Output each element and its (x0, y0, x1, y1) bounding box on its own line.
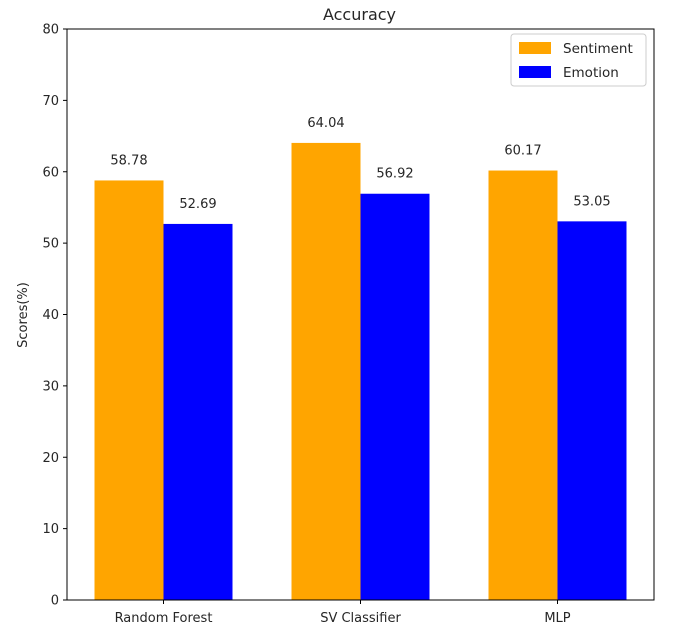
y-tick-label: 0 (51, 594, 59, 609)
legend-swatch-sentiment (519, 42, 551, 54)
y-tick-label: 40 (42, 308, 59, 323)
bar-sentiment-3 (488, 170, 558, 600)
bar-emotion-2 (360, 193, 430, 600)
data-label-emotion-1: 52.69 (179, 197, 216, 212)
bar-emotion-3 (557, 221, 627, 600)
chart-title: Accuracy (323, 5, 396, 24)
data-label-sentiment-1: 58.78 (110, 153, 147, 168)
y-tick-label: 20 (42, 451, 59, 466)
y-tick-label: 10 (42, 522, 59, 537)
legend-swatch-emotion (519, 66, 551, 78)
y-tick-label: 80 (42, 23, 59, 38)
y-axis: 0 10 20 30 40 50 60 70 80 (42, 23, 67, 609)
x-tick-label: SV Classifier (320, 611, 401, 626)
y-tick-label: 30 (42, 379, 59, 394)
y-tick-label: 60 (42, 165, 59, 180)
bar-sentiment-2 (291, 142, 361, 601)
bars-group (94, 142, 627, 601)
y-tick-label: 50 (42, 237, 59, 252)
bar-emotion-1 (163, 223, 233, 601)
legend-label-sentiment: Sentiment (563, 41, 633, 57)
data-label-emotion-2: 56.92 (376, 167, 413, 182)
data-label-sentiment-2: 64.04 (307, 116, 344, 131)
legend: Sentiment Emotion (510, 33, 647, 87)
x-tick-label: Random Forest (115, 611, 213, 626)
x-tick-label: MLP (544, 611, 570, 626)
data-labels-group: 58.78 52.69 64.04 56.92 60.17 53.05 (110, 116, 610, 212)
data-label-sentiment-3: 60.17 (504, 144, 541, 159)
x-axis: Random Forest SV Classifier MLP (115, 600, 571, 626)
data-label-emotion-3: 53.05 (573, 194, 610, 209)
y-tick-label: 70 (42, 94, 59, 109)
legend-label-emotion: Emotion (563, 65, 619, 81)
bar-sentiment-1 (94, 180, 164, 600)
y-axis-label: Scores(%) (16, 282, 31, 348)
